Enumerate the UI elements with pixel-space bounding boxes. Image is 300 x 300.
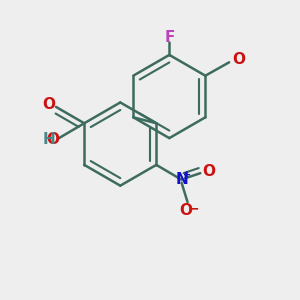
Text: −: − bbox=[187, 202, 199, 216]
Text: H: H bbox=[43, 132, 56, 147]
Text: F: F bbox=[164, 30, 175, 45]
Text: O: O bbox=[42, 97, 55, 112]
Text: O: O bbox=[46, 132, 59, 147]
Text: O: O bbox=[233, 52, 246, 67]
Text: O: O bbox=[202, 164, 215, 179]
Text: N: N bbox=[175, 172, 188, 187]
Text: O: O bbox=[179, 202, 193, 217]
Text: +: + bbox=[183, 170, 191, 180]
